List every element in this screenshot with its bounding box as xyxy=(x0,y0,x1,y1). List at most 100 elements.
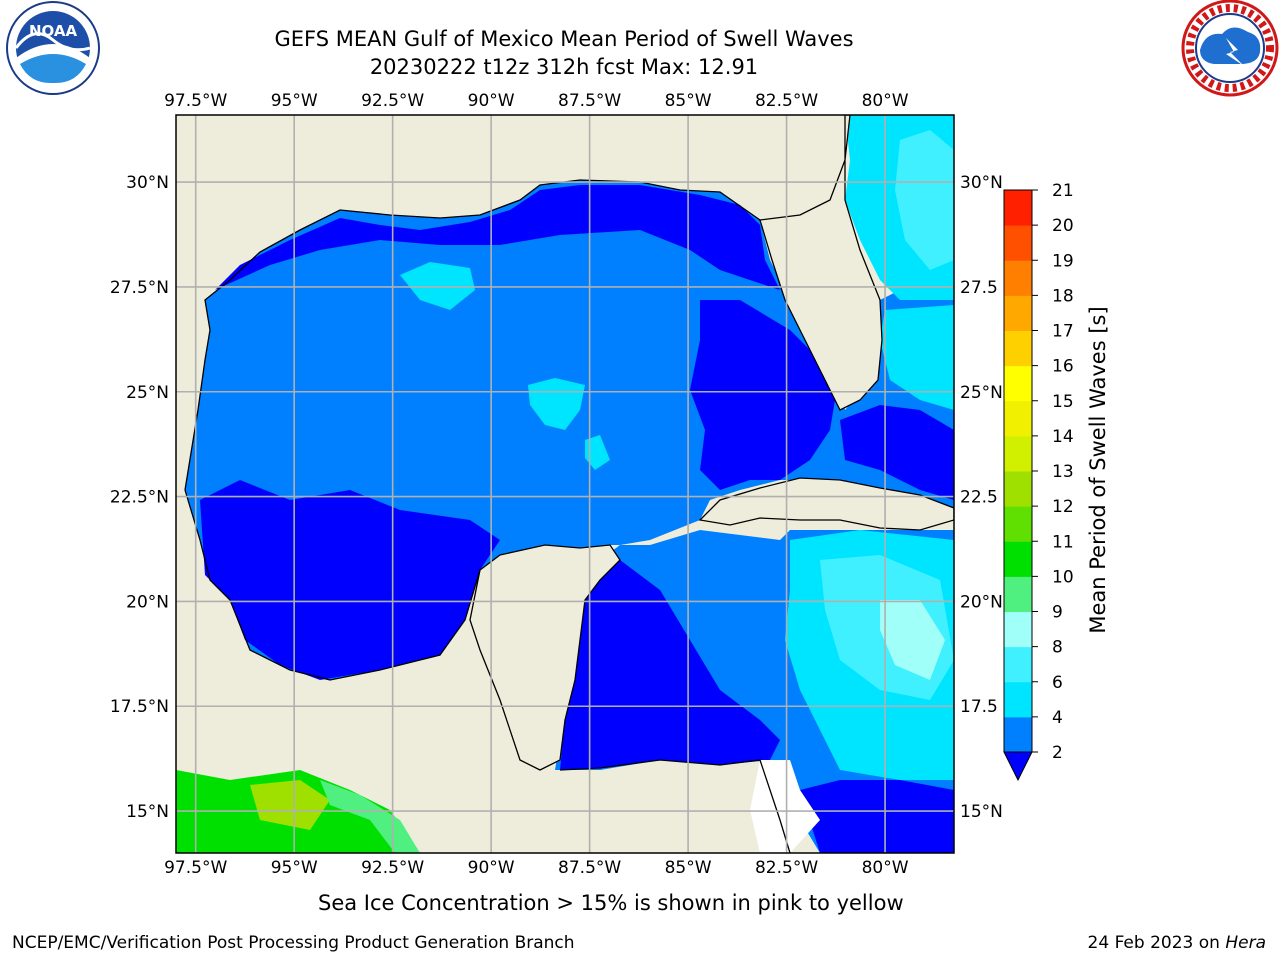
lightblue-patch-1 xyxy=(400,262,475,310)
colorbar-tick-label-7: 12 xyxy=(1052,497,1074,517)
lat-label-right-4: 20°N xyxy=(960,592,1003,612)
colorbar: 2 4 6 8 9 10 11 12 13 14 15 16 17 18 19 20 21 xyxy=(1003,181,1074,782)
colorbar-segment-1 xyxy=(1004,681,1032,718)
lat-label-right-2: 25°N xyxy=(960,383,1003,403)
lat-label-right-3: 22.5 xyxy=(960,488,998,508)
colorbar-segment-9 xyxy=(1004,400,1032,437)
lon-label-bottom-4: 87.5°W xyxy=(558,858,621,878)
colorbar-tick-label-11: 16 xyxy=(1052,357,1074,377)
footer-left: NCEP/EMC/Verification Post Processing Pr… xyxy=(12,933,575,953)
dark-blue-region-cuba-n xyxy=(840,405,954,500)
pacific-edge xyxy=(320,780,420,853)
colorbar-tick-label-10: 15 xyxy=(1052,392,1074,412)
map-subtitle: 20230222 t12z 312h fcst Max: 12.91 xyxy=(369,55,759,79)
colorbar-tick-label-0: 2 xyxy=(1052,743,1063,763)
colorbar-tick-label-2: 6 xyxy=(1052,673,1063,693)
map-area xyxy=(176,115,954,853)
colorbar-tick-label-9: 14 xyxy=(1052,427,1074,447)
colorbar-tick-label-16: 21 xyxy=(1052,181,1074,201)
lightblue-patch-3 xyxy=(585,435,610,470)
colorbar-segment-4 xyxy=(1004,576,1032,612)
bahamas-water xyxy=(880,305,954,410)
lon-label-bottom-6: 82.5°W xyxy=(755,858,818,878)
dark-blue-region-east xyxy=(690,300,835,490)
lon-label-top-2: 92.5°W xyxy=(361,91,424,111)
atlantic-light-patch xyxy=(895,130,954,270)
lon-label-top-1: 95°W xyxy=(271,91,318,111)
colorbar-segment-2 xyxy=(1004,646,1032,683)
lon-label-bottom-3: 90°W xyxy=(468,858,515,878)
caribbean-pale xyxy=(880,600,945,680)
footer-date: 24 Feb 2023 on xyxy=(1087,933,1226,953)
lon-labels-top: 97.5°W 95°W 92.5°W 90°W 87.5°W 85°W 82.5°W 80°W xyxy=(164,91,909,111)
lon-label-bottom-7: 80°W xyxy=(862,858,909,878)
nws-logo xyxy=(1181,0,1279,97)
graticule xyxy=(176,115,954,853)
noaa-logo-text: NOAA xyxy=(29,22,78,40)
lat-labels-right: 30°N 27.5 25°N 22.5 20°N 17.5 15°N xyxy=(960,173,1003,822)
lat-label-right-0: 30°N xyxy=(960,173,1003,193)
dark-blue-region-caribbean xyxy=(560,560,780,770)
dark-blue-region-north xyxy=(215,185,780,290)
colorbar-tick-label-8: 13 xyxy=(1052,462,1074,482)
lon-label-bottom-0: 97.5°W xyxy=(164,858,227,878)
lon-label-bottom-2: 92.5°W xyxy=(361,858,424,878)
colorbar-segment-8 xyxy=(1004,435,1032,472)
sea-ice-caption: Sea Ice Concentration > 15% is shown in … xyxy=(318,891,904,915)
lat-label-right-1: 27.5 xyxy=(960,278,998,298)
colorbar-tick-label-4: 9 xyxy=(1052,603,1063,623)
footer-right: 24 Feb 2023 on Hera xyxy=(1088,933,1266,953)
lon-label-top-7: 80°W xyxy=(862,91,909,111)
colorbar-under-arrow xyxy=(1003,751,1033,782)
colorbar-segment-10 xyxy=(1004,365,1032,402)
lon-label-top-5: 85°W xyxy=(665,91,712,111)
footer-host: Hera xyxy=(1225,933,1266,953)
pacific-yellowgreen xyxy=(250,780,330,830)
colorbar-tick-label-6: 11 xyxy=(1052,532,1074,552)
lat-label-left-5: 17.5°N xyxy=(110,697,169,717)
dark-blue-region-se xyxy=(800,780,954,853)
map-title: GEFS MEAN Gulf of Mexico Mean Period of … xyxy=(274,27,854,51)
colorbar-label: Mean Period of Swell Waves [s] xyxy=(1086,306,1110,634)
lon-labels-bottom: 97.5°W 95°W 92.5°W 90°W 87.5°W 85°W 82.5°W 80°W xyxy=(164,858,909,878)
lat-label-left-4: 20°N xyxy=(126,592,169,612)
noaa-logo: NOAA xyxy=(6,1,100,95)
lon-label-top-4: 87.5°W xyxy=(558,91,621,111)
colorbar-tick-label-5: 10 xyxy=(1052,567,1074,587)
florida-land xyxy=(759,115,883,411)
lat-label-left-1: 27.5°N xyxy=(110,278,169,298)
map-frame xyxy=(175,114,955,854)
colorbar-tick-label-14: 19 xyxy=(1052,251,1074,271)
colorbar-tick-label-15: 20 xyxy=(1052,216,1074,236)
colorbar-segment-7 xyxy=(1004,471,1032,507)
colorbar-segment-15 xyxy=(1004,190,1032,226)
lat-label-left-0: 30°N xyxy=(126,173,169,193)
lat-labels-left: 30°N 27.5°N 25°N 22.5°N 20°N 17.5°N 15°N xyxy=(110,173,169,822)
colorbar-segment-14 xyxy=(1004,225,1032,261)
lon-label-bottom-5: 85°W xyxy=(665,858,712,878)
lon-label-bottom-1: 95°W xyxy=(271,858,318,878)
lat-label-left-6: 15°N xyxy=(126,802,169,822)
colorbar-segment-11 xyxy=(1004,330,1032,367)
lon-label-top-0: 97.5°W xyxy=(164,91,227,111)
lat-label-left-3: 22.5°N xyxy=(110,488,169,508)
colorbar-segment-5 xyxy=(1004,541,1032,577)
colorbar-segment-12 xyxy=(1004,295,1032,331)
cuba-land xyxy=(698,477,954,531)
lat-label-left-2: 25°N xyxy=(126,383,169,403)
coastline-honduras xyxy=(559,759,791,853)
dark-blue-region-sw xyxy=(200,480,500,680)
colorbar-segment-6 xyxy=(1004,506,1032,542)
colorbar-tick-label-1: 4 xyxy=(1052,708,1063,728)
colorbar-segment-3 xyxy=(1004,611,1032,648)
colorbar-tick-label-3: 8 xyxy=(1052,638,1063,658)
colorbar-tick-label-12: 17 xyxy=(1052,322,1074,342)
lat-label-right-6: 15°N xyxy=(960,802,1003,822)
colorbar-segment-13 xyxy=(1004,260,1032,296)
coastline-mexico xyxy=(184,489,481,681)
colorbar-tick-label-13: 18 xyxy=(1052,286,1074,306)
lon-label-top-3: 90°W xyxy=(468,91,515,111)
colorbar-segment-0 xyxy=(1004,716,1032,753)
lon-label-top-6: 82.5°W xyxy=(755,91,818,111)
